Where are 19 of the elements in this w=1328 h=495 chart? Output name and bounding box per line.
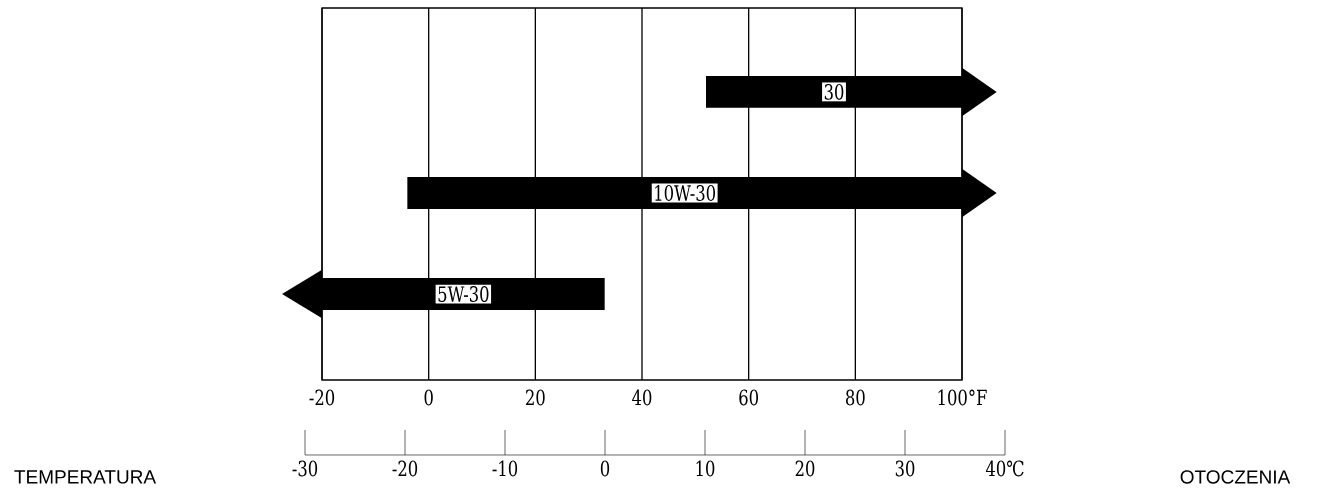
x-tick-label: 100°F <box>938 389 987 406</box>
x2-tick-label: -20 <box>392 460 418 477</box>
x-tick-label: 0 <box>424 389 433 406</box>
x-tick-label: 40 <box>632 389 652 406</box>
x2-tick-label: 40℃ <box>985 460 1024 477</box>
text: OTOCZENIA <box>1180 470 1291 484</box>
x-tick-label: 80 <box>846 389 865 406</box>
text: TEMPERATURA <box>14 470 157 484</box>
y-tick-label: 5W-30 <box>438 286 489 303</box>
x-tick-label: 60 <box>739 389 758 406</box>
x2-tick-label: 0 <box>600 460 610 477</box>
y-tick-label: 10W-30 <box>655 185 716 201</box>
x2-tick-label: 30 <box>895 460 915 477</box>
x2-tick-label: -10 <box>492 460 518 477</box>
x2-tick-label: -30 <box>292 460 318 477</box>
x2-tick-label: 10 <box>696 460 715 477</box>
x2-tick-label: 20 <box>795 460 815 477</box>
x-tick-label: -20 <box>309 389 335 406</box>
x-tick-label: 20 <box>526 389 545 406</box>
